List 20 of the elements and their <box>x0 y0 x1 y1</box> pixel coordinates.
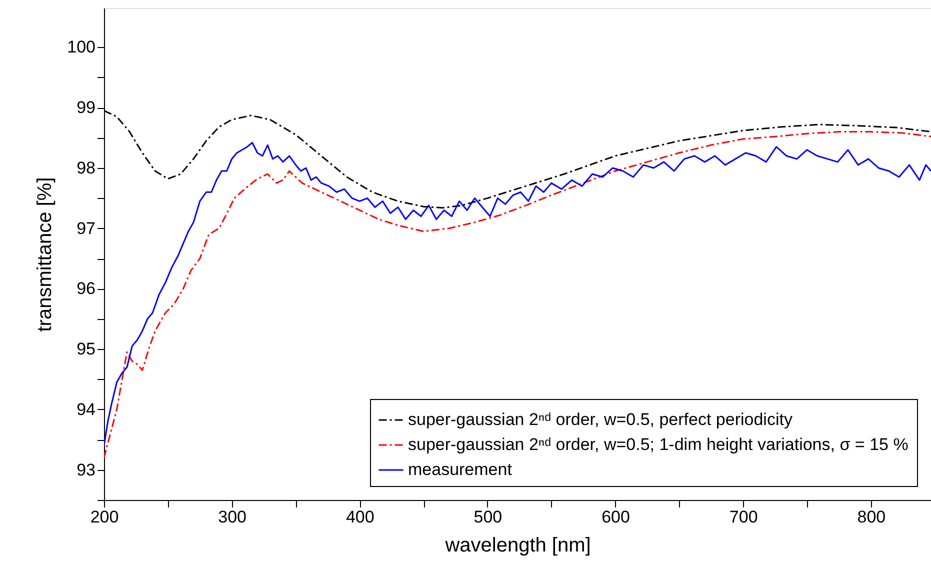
legend-label: measurement <box>408 460 512 479</box>
x-tick-label: 600 <box>602 508 630 526</box>
y-tick-label: 94 <box>76 400 96 419</box>
x-tick-label: 200 <box>90 508 119 526</box>
y-tick-label: 100 <box>67 38 96 57</box>
y-tick-label: 93 <box>76 460 96 480</box>
x-tick-label: 400 <box>346 508 374 526</box>
x-tick-label: 700 <box>729 508 758 526</box>
x-tick-label: 300 <box>218 508 247 526</box>
legend-label: super-gaussian 2ⁿᵈ order, w=0.5; 1-dim height variations, σ = 15 % <box>408 435 908 454</box>
y-tick-label: 99 <box>76 98 96 118</box>
y-tick-label: 95 <box>76 340 96 359</box>
y-tick-label: 96 <box>76 279 96 298</box>
y-tick-label: 98 <box>76 158 96 178</box>
y-axis-title: transmittance [%] <box>34 177 56 332</box>
x-axis-title: wavelength [nm] <box>444 534 591 556</box>
y-tick-label: 97 <box>76 218 96 238</box>
x-tick-label: 800 <box>857 508 886 526</box>
legend-label: super-gaussian 2ⁿᵈ order, w=0.5, perfect periodicity <box>408 410 793 429</box>
x-tick-label: 500 <box>474 508 502 526</box>
